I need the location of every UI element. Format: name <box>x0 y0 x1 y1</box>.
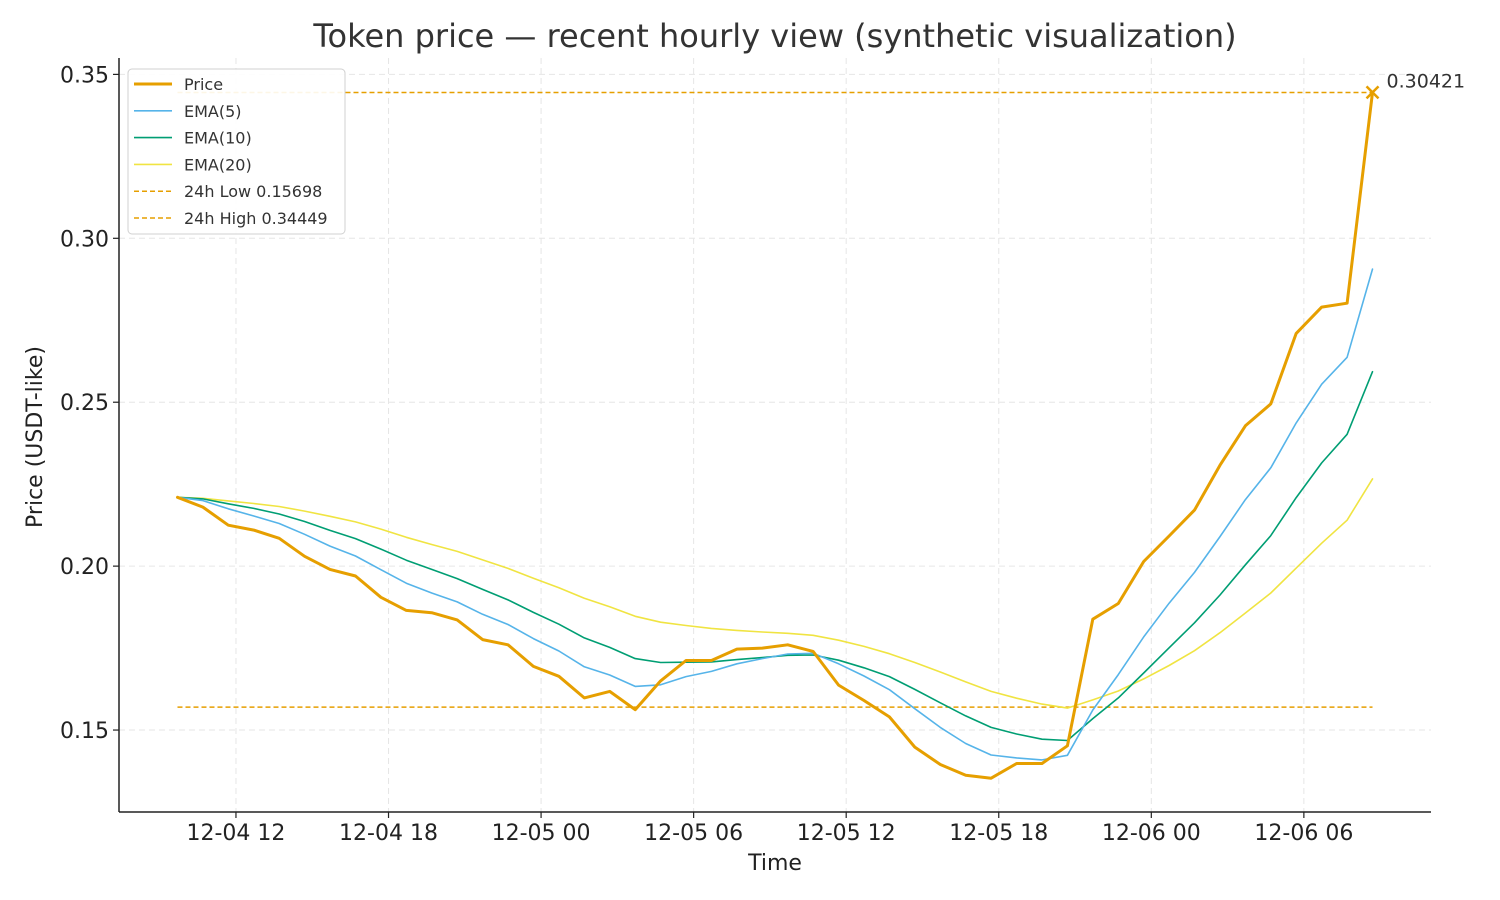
legend-label: EMA(5) <box>184 102 242 121</box>
reference-lines <box>177 91 1373 708</box>
series-line-ema-20 <box>176 478 1374 709</box>
legend-label: 24h Low 0.15698 <box>184 182 322 201</box>
high-point-marker <box>1365 85 1380 100</box>
x-tick-label: 12-05 18 <box>949 821 1048 846</box>
axes <box>118 58 1431 813</box>
y-tick-label: 0.25 <box>60 391 109 416</box>
x-tick-label: 12-06 00 <box>1102 821 1201 846</box>
x-tick-label: 12-04 18 <box>339 821 438 846</box>
y-tick-label: 0.20 <box>60 555 109 580</box>
legend-label: 24h High 0.34449 <box>184 209 328 228</box>
x-tick-label: 12-04 12 <box>187 821 286 846</box>
x-tick-label: 12-05 06 <box>644 821 743 846</box>
y-ticks: 0.15 0.20 0.25 0.30 0.35 <box>60 63 119 744</box>
x-axis-title: Time <box>747 851 802 876</box>
marker-stroke <box>1365 85 1380 100</box>
y-tick-label: 0.35 <box>60 63 109 88</box>
x-ticks: 12-04 12 12-04 18 12-05 00 12-05 06 12-05 12… <box>187 812 1353 846</box>
annotation-label: 0.30421 <box>1387 70 1466 92</box>
legend: Price EMA(5) EMA(10) EMA(20) 24h Low 0.15698… <box>127 68 346 235</box>
x-tick-label: 12-06 06 <box>1254 821 1353 846</box>
x-tick-label: 12-05 12 <box>797 821 896 846</box>
series-line-price <box>176 90 1374 780</box>
chart-title: Token price — recent hourly view (synthe… <box>312 17 1236 55</box>
legend-label: Price <box>184 75 223 94</box>
legend-box <box>127 68 346 235</box>
series-lines <box>176 90 1374 780</box>
annotation: 0.30421 <box>1365 70 1466 100</box>
legend-label: EMA(10) <box>184 129 252 148</box>
grid <box>119 58 1431 812</box>
x-tick-label: 12-05 00 <box>492 821 591 846</box>
y-axis-title: Price (USDT-like) <box>23 346 48 528</box>
series-line-ema-5 <box>176 268 1374 761</box>
legend-label: EMA(20) <box>184 155 252 174</box>
y-tick-label: 0.30 <box>60 227 109 252</box>
y-tick-label: 0.15 <box>60 719 109 744</box>
